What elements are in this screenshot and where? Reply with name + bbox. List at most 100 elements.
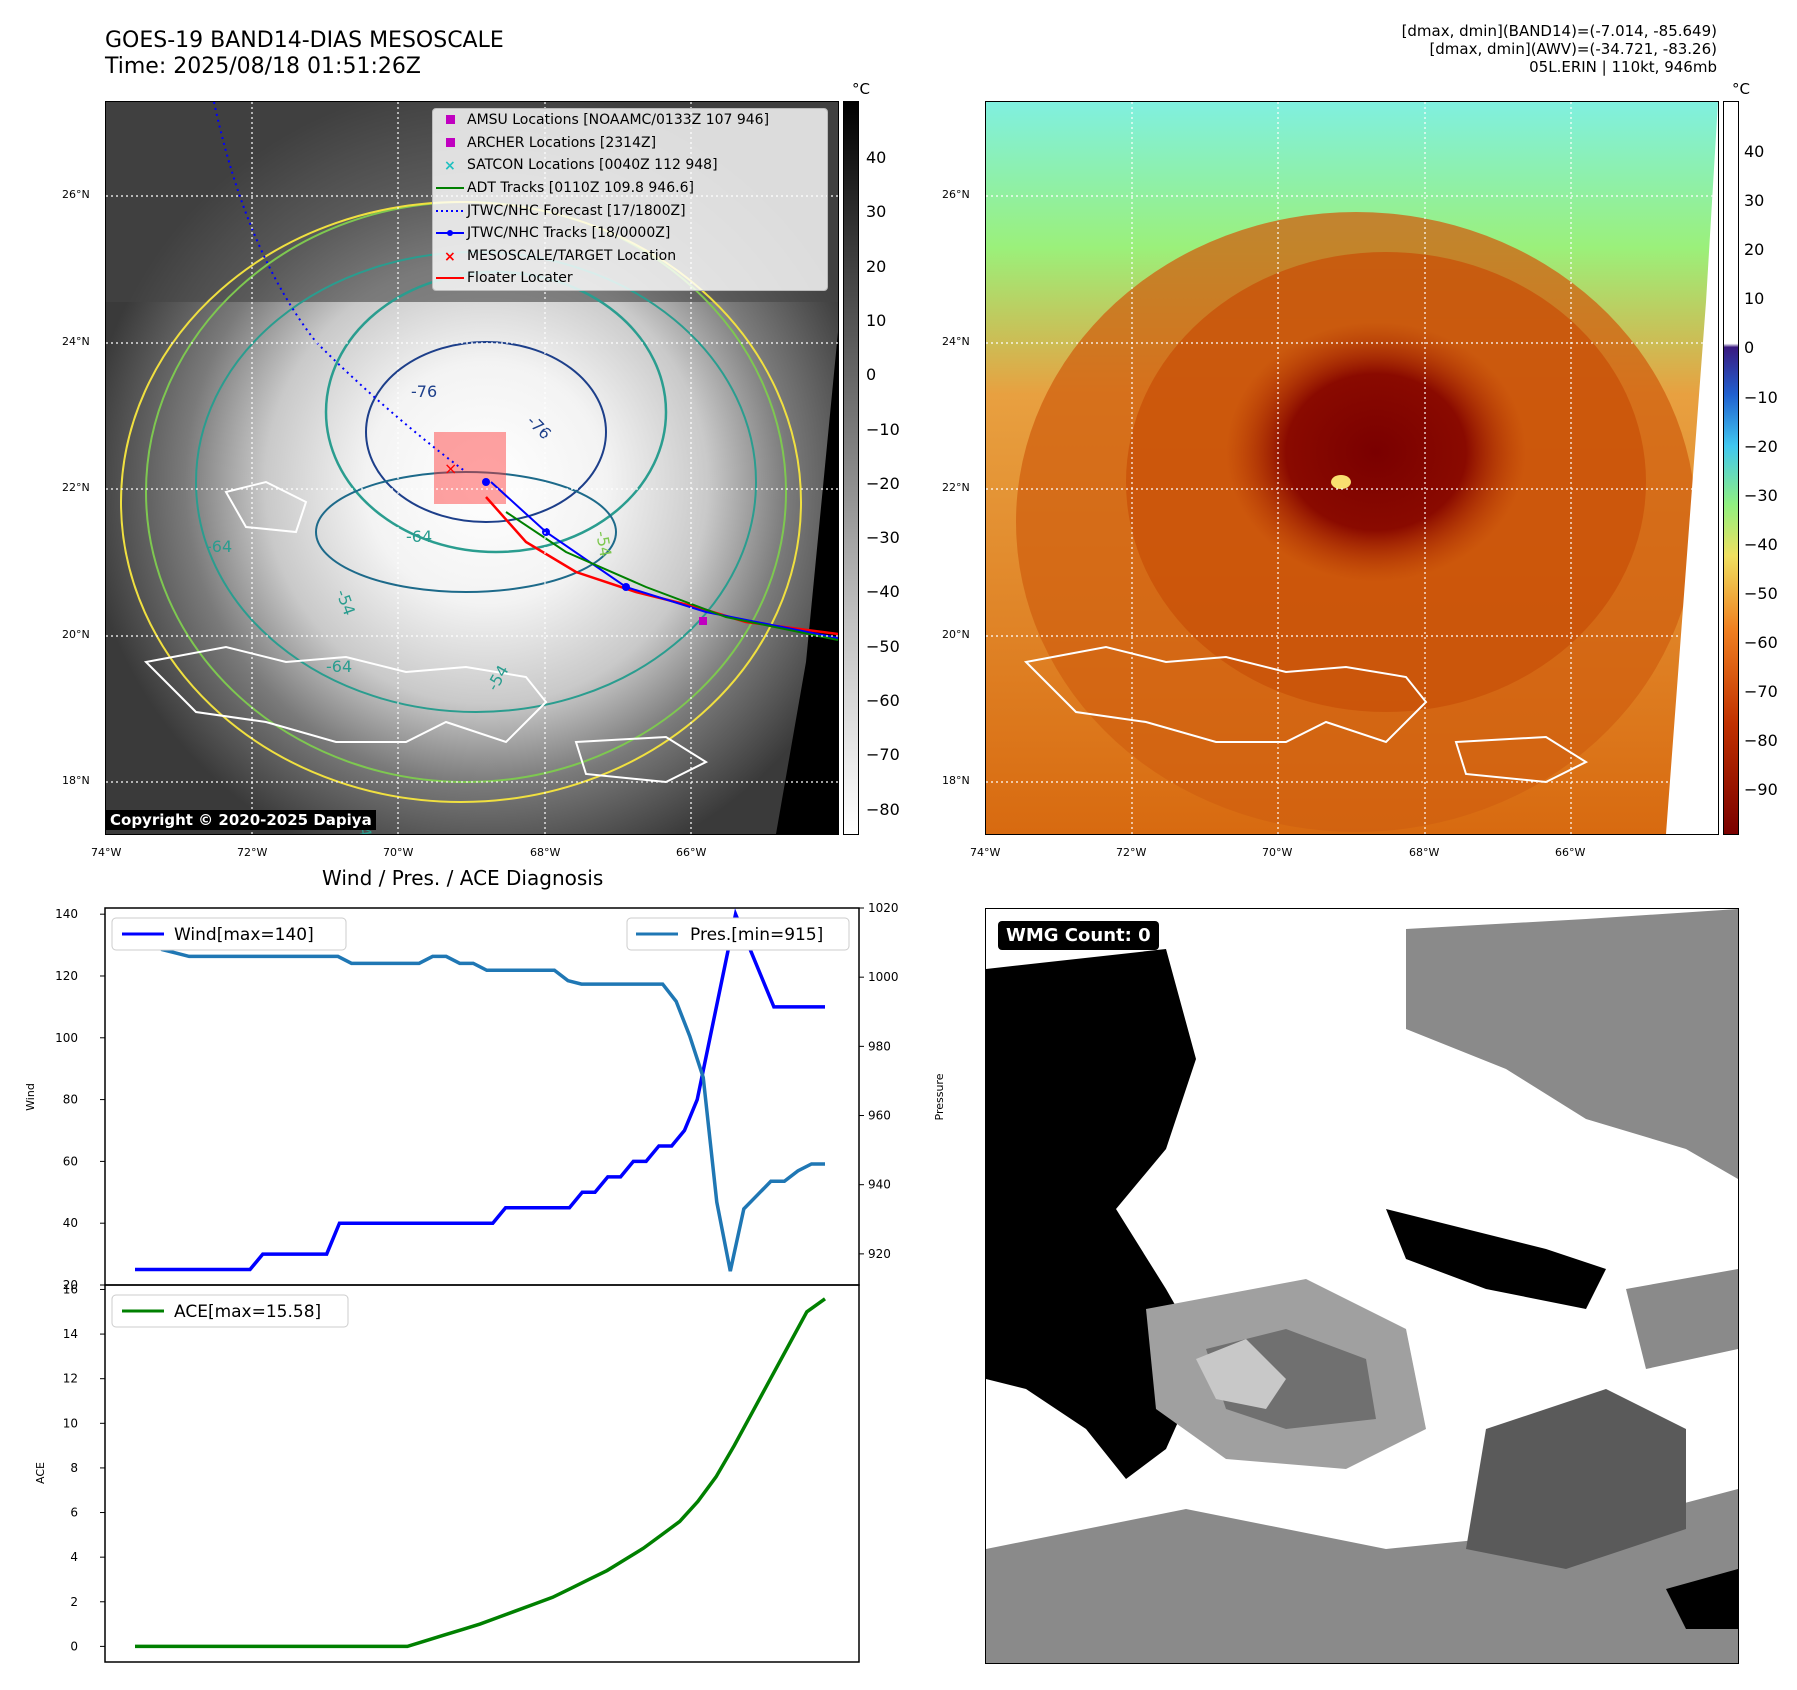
map1-lat-label: 22°N — [62, 481, 90, 494]
colorbar-tick: −40 — [866, 582, 900, 602]
pressure-tick-label: 940 — [868, 1178, 891, 1192]
legend-label: ADT Tracks [0110Z 109.8 946.6] — [467, 180, 694, 197]
svg-text:×: × — [444, 159, 456, 171]
contour-label: -64 — [326, 657, 352, 676]
pressure-tick-label: 960 — [868, 1109, 891, 1123]
diagnosis-title: Wind / Pres. / ACE Diagnosis — [322, 866, 604, 890]
dias-map-image — [986, 102, 1718, 834]
ace-tick-label: 4 — [70, 1550, 78, 1564]
colorbar2 — [1723, 101, 1739, 835]
ir-map-panel: × -76 -76 -64 -64 -64 -54 -54 -54 -54 AM… — [105, 101, 839, 835]
title-line-1: GOES-19 BAND14-DIAS MESOSCALE — [105, 28, 504, 53]
pressure-axis-label: Pressure — [933, 1073, 946, 1120]
copyright-label: Copyright © 2020-2025 Dapiya — [106, 810, 376, 830]
contour-label: -64 — [206, 537, 232, 556]
colorbar-tick: −70 — [866, 745, 900, 765]
map1-lon-label: 74°W — [91, 846, 122, 859]
svg-text:×: × — [444, 459, 457, 478]
legend-symbol-icon — [433, 227, 467, 239]
legend-label: ARCHER Locations [2314Z] — [467, 134, 657, 151]
colorbar-tick: −10 — [1744, 387, 1778, 407]
pressure-tick-label: 1020 — [868, 901, 899, 915]
map-legend: AMSU Locations [NOAAMC/0133Z 107 946] ARC… — [432, 108, 828, 291]
colorbar-tick: 20 — [1744, 240, 1765, 260]
map1-lat-label: 18°N — [62, 774, 90, 787]
pressure-tick-label: 920 — [868, 1247, 891, 1261]
info-line-3: 05L.ERIN | 110kt, 946mb — [1529, 58, 1717, 76]
wind-tick-label: 80 — [63, 1093, 78, 1107]
map2-lat-label: 24°N — [942, 335, 970, 348]
wind-tick-label: 100 — [55, 1031, 78, 1045]
wind-tick-label: 60 — [63, 1154, 78, 1168]
map2-lon-label: 66°W — [1555, 846, 1586, 859]
ace-tick-label: 16 — [63, 1282, 78, 1296]
colorbar-tick: 30 — [1744, 191, 1765, 211]
colorbar-tick: −10 — [866, 419, 900, 439]
colorbar-tick: −80 — [866, 799, 900, 819]
map2-lat-label: 26°N — [942, 188, 970, 201]
map1-lon-label: 72°W — [237, 846, 268, 859]
colorbar-tick: −50 — [866, 636, 900, 656]
wind-tick-label: 120 — [55, 969, 78, 983]
ace-axes — [104, 1284, 860, 1663]
legend-symbol-icon — [433, 272, 467, 284]
colorbar-tick: 0 — [866, 365, 877, 385]
ace-tick-label: 8 — [70, 1461, 78, 1475]
colorbar-tick: 10 — [1744, 289, 1765, 309]
contour-label: -64 — [406, 527, 432, 546]
map2-lat-label: 22°N — [942, 481, 970, 494]
wind-axis-label: Wind — [24, 1083, 37, 1111]
colorbar-tick: −60 — [866, 691, 900, 710]
svg-text:×: × — [444, 250, 456, 262]
colorbar-tick: −80 — [1744, 731, 1778, 751]
wind-tick-label: 140 — [55, 907, 78, 921]
legend-label: AMSU Locations [NOAAMC/0133Z 107 946] — [467, 112, 770, 129]
map2-lon-label: 70°W — [1262, 846, 1293, 859]
pressure-series-line — [135, 933, 825, 1272]
info-line-2: [dmax, dmin](AWV)=(-34.721, -83.26) — [1429, 40, 1717, 58]
legend-item: JTWC/NHC Forecast [17/1800Z] — [433, 199, 827, 222]
legend-symbol-icon — [433, 137, 467, 149]
ace-tick-label: 12 — [63, 1372, 78, 1386]
contour-label: -54 — [592, 529, 615, 558]
wind-pressure-axes — [104, 907, 860, 1286]
wmg-panel: WMG Count: 0 — [985, 908, 1739, 1664]
gridlines — [986, 102, 1718, 834]
map1-lon-label: 68°W — [530, 846, 561, 859]
pressure-legend-label: Pres.[min=915] — [690, 925, 823, 945]
legend-item: JTWC/NHC Tracks [18/0000Z] — [433, 222, 827, 245]
map2-lon-label: 68°W — [1409, 846, 1440, 859]
ace-tick-label: 2 — [70, 1595, 78, 1609]
colorbar-tick: −90 — [1744, 780, 1778, 800]
legend-item: ADT Tracks [0110Z 109.8 946.6] — [433, 177, 827, 200]
legend-symbol-icon: × — [433, 250, 467, 262]
contour-label: -76 — [411, 382, 437, 401]
colorbar2-unit: °C — [1732, 80, 1750, 98]
legend-item: Floater Locater — [433, 267, 827, 290]
map2-lat-label: 20°N — [942, 628, 970, 641]
legend-label: MESOSCALE/TARGET Location — [467, 247, 677, 264]
map1-lat-label: 24°N — [62, 335, 90, 348]
legend-item: × MESOSCALE/TARGET Location — [433, 245, 827, 268]
legend-label: JTWC/NHC Forecast [17/1800Z] — [467, 202, 686, 219]
map2-lon-label: 74°W — [970, 846, 1001, 859]
legend-symbol-icon — [433, 114, 467, 126]
legend-item: × SATCON Locations [0040Z 112 948] — [433, 154, 827, 177]
wind-series-line — [135, 908, 825, 1272]
legend-label: SATCON Locations [0040Z 112 948] — [467, 157, 718, 174]
main-title: GOES-19 BAND14-DIAS MESOSCALE Time: 2025… — [105, 28, 504, 80]
legend-label: JTWC/NHC Tracks [18/0000Z] — [467, 225, 671, 242]
pressure-tick-label: 1000 — [868, 970, 899, 984]
ace-tick-label: 10 — [63, 1416, 78, 1430]
pressure-legend — [626, 917, 850, 951]
colorbar-tick: 30 — [866, 202, 887, 222]
title-line-2: Time: 2025/08/18 01:51:26Z — [105, 54, 421, 79]
map2-lat-label: 18°N — [942, 774, 970, 787]
wind-legend — [111, 917, 347, 951]
colorbar-tick: 0 — [1744, 338, 1755, 358]
map2-lon-label: 72°W — [1116, 846, 1147, 859]
legend-symbol-icon: × — [433, 159, 467, 171]
ace-series-line — [135, 1297, 827, 1649]
map1-lon-label: 66°W — [676, 846, 707, 859]
